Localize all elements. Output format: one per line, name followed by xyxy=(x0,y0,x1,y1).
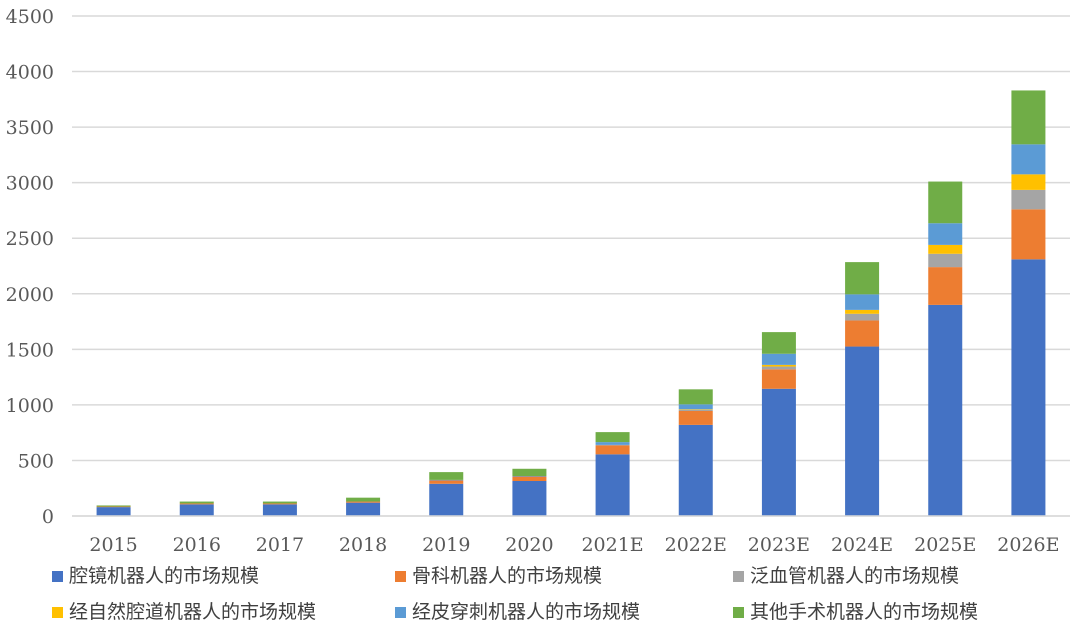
bar-segment xyxy=(512,468,547,476)
bar-segment xyxy=(512,476,547,481)
x-tick-label: 2022E xyxy=(665,534,727,556)
bar-segment xyxy=(262,501,297,504)
bar-segment xyxy=(1011,174,1046,190)
bar-segment xyxy=(761,353,796,365)
legend-swatch xyxy=(52,571,63,582)
bar-segment xyxy=(346,502,381,516)
bar-segment xyxy=(678,409,713,410)
bar-segment xyxy=(761,369,796,389)
bar-segment xyxy=(512,476,547,477)
x-tick-label: 2024E xyxy=(831,534,893,556)
legend-label: 经皮穿刺机器人的市场规模 xyxy=(412,601,640,623)
x-tick-label: 2016 xyxy=(173,534,221,556)
y-tick-label: 0 xyxy=(42,506,54,528)
legend-label: 泛血管机器人的市场规模 xyxy=(750,565,959,587)
bar-segment xyxy=(262,503,297,505)
bar-segment xyxy=(429,472,464,480)
x-tick-label: 2015 xyxy=(89,534,137,556)
bar-segment xyxy=(928,304,963,516)
legend-label: 经自然腔道机器人的市场规模 xyxy=(69,601,316,623)
bar-segment xyxy=(429,479,464,481)
legend-label: 其他手术机器人的市场规模 xyxy=(750,601,978,623)
legend-swatch xyxy=(395,607,406,618)
bar-segment xyxy=(179,501,214,504)
bar-segment xyxy=(429,483,464,516)
bar-segment xyxy=(179,504,214,516)
bar-segment xyxy=(928,223,963,245)
bar-segment xyxy=(595,442,630,445)
y-tick-label: 1500 xyxy=(6,339,54,361)
y-tick-label: 3500 xyxy=(6,117,54,139)
bar-segment xyxy=(96,506,131,508)
x-tick-label: 2017 xyxy=(256,534,304,556)
bar-segment xyxy=(429,480,464,484)
legend-swatch xyxy=(733,607,744,618)
bar-segment xyxy=(96,507,131,516)
bar-segment xyxy=(928,244,963,254)
bar-segment xyxy=(678,424,713,516)
bar-segment xyxy=(1011,189,1046,210)
bar-segment xyxy=(262,504,297,516)
bar-segment xyxy=(928,267,963,305)
bar-segment xyxy=(761,332,796,354)
legend-swatch xyxy=(395,571,406,582)
legend-label: 腔镜机器人的市场规模 xyxy=(69,565,259,587)
y-tick-label: 4500 xyxy=(6,6,54,28)
bar-segment xyxy=(1011,259,1046,516)
bar-segment xyxy=(678,411,713,425)
y-tick-label: 500 xyxy=(18,450,54,472)
bar-segment xyxy=(1011,90,1046,145)
bar-segment xyxy=(928,253,963,268)
x-tick-label: 2025E xyxy=(914,534,976,556)
bar-segment xyxy=(595,454,630,516)
bar-segment xyxy=(179,503,214,505)
bar-segment xyxy=(595,445,630,455)
bar-segment xyxy=(678,409,713,411)
bar-segment xyxy=(595,444,630,446)
x-tick-label: 2026E xyxy=(997,534,1059,556)
bar-segment xyxy=(678,389,713,405)
bar-segment xyxy=(845,313,880,321)
bar-segment xyxy=(346,501,381,503)
bar-segment xyxy=(96,505,131,507)
x-tick-label: 2021E xyxy=(581,534,643,556)
bar-segment xyxy=(845,346,880,516)
legend-swatch xyxy=(733,571,744,582)
bar-segment xyxy=(595,432,630,443)
bar-segment xyxy=(512,481,547,516)
bar-segment xyxy=(761,366,796,370)
bar-segment xyxy=(845,309,880,314)
bar-segment xyxy=(1011,209,1046,260)
bar-segment xyxy=(845,262,880,295)
bar-segment xyxy=(678,404,713,410)
y-tick-label: 4000 xyxy=(6,62,54,84)
y-tick-label: 3000 xyxy=(6,173,54,195)
y-tick-label: 2000 xyxy=(6,284,54,306)
bar-segment xyxy=(761,388,796,516)
x-tick-label: 2020 xyxy=(505,534,553,556)
x-tick-label: 2018 xyxy=(339,534,387,556)
bar-segment xyxy=(845,320,880,347)
y-tick-label: 1000 xyxy=(6,395,54,417)
bar-segment xyxy=(761,364,796,367)
legend-swatch xyxy=(52,607,63,618)
x-tick-label: 2019 xyxy=(422,534,470,556)
bar-segment xyxy=(928,181,963,224)
y-tick-label: 2500 xyxy=(6,228,54,250)
bar-segment xyxy=(346,497,381,502)
bar-segment xyxy=(1011,144,1046,175)
x-tick-label: 2023E xyxy=(748,534,810,556)
bar-segment xyxy=(845,294,880,310)
legend-label: 骨科机器人的市场规模 xyxy=(412,565,602,587)
